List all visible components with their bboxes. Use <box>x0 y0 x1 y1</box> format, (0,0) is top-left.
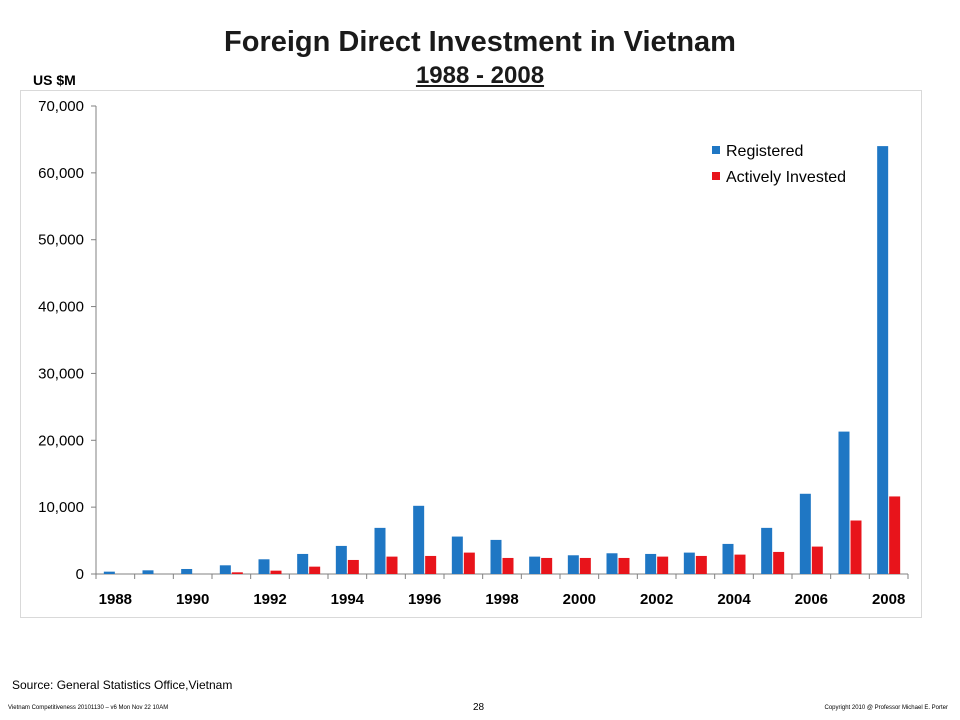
bar-registered <box>258 559 270 574</box>
bar-registered <box>413 505 425 574</box>
bar-actively-invested <box>347 559 359 574</box>
x-tick-label: 1994 <box>331 591 365 608</box>
bar-registered <box>374 527 386 574</box>
footer-copyright: Copyright 2010 @ Professor Michael E. Po… <box>824 705 948 711</box>
bar-actively-invested <box>386 556 398 574</box>
source-note: Source: General Statistics Office,Vietna… <box>12 678 233 692</box>
bar-registered <box>103 571 115 574</box>
y-tick-label: 30,000 <box>38 365 84 382</box>
bar-registered <box>219 565 231 574</box>
y-tick-label: 60,000 <box>38 165 84 182</box>
bar-registered <box>761 527 773 574</box>
y-tick-label: 50,000 <box>38 232 84 249</box>
bar-registered <box>799 493 811 574</box>
bar-registered <box>490 539 502 574</box>
bar-actively-invested <box>657 556 669 574</box>
bar-actively-invested <box>889 496 901 574</box>
chart-title: Foreign Direct Investment in Vietnam <box>224 26 736 58</box>
x-tick-label: 2006 <box>795 591 828 608</box>
page-number: 28 <box>473 702 485 713</box>
bar-registered <box>297 553 309 574</box>
y-axis-units: US $M <box>33 72 76 88</box>
legend-label: Actively Invested <box>726 169 846 186</box>
legend-marker <box>712 146 720 154</box>
bar-actively-invested <box>773 551 785 574</box>
legend-label: Registered <box>726 143 803 160</box>
y-tick-label: 70,000 <box>38 98 84 115</box>
x-tick-label: 2002 <box>640 591 673 608</box>
bar-actively-invested <box>695 555 707 574</box>
bar-actively-invested <box>541 557 553 574</box>
bar-actively-invested <box>734 554 746 574</box>
y-tick-label: 10,000 <box>38 499 84 516</box>
chart-subtitle: 1988 - 2008 <box>415 62 545 89</box>
bar-actively-invested <box>231 572 243 574</box>
bar-actively-invested <box>850 520 862 574</box>
bar-actively-invested <box>811 546 823 574</box>
x-tick-label: 2008 <box>872 591 905 608</box>
x-tick-label: 2004 <box>717 591 751 608</box>
bar-registered <box>645 553 657 574</box>
y-tick-label: 0 <box>76 566 84 583</box>
bar-registered <box>683 552 695 574</box>
bar-registered <box>181 568 193 574</box>
bar-registered <box>877 146 889 574</box>
bar-registered <box>722 543 734 574</box>
bar-actively-invested <box>463 552 475 574</box>
bar-registered <box>838 431 850 574</box>
bar-actively-invested <box>579 557 591 574</box>
x-tick-label: 1990 <box>176 591 209 608</box>
bar-registered <box>451 536 463 574</box>
x-tick-label: 1988 <box>99 591 132 608</box>
legend-marker <box>712 172 720 180</box>
bar-registered <box>142 570 154 574</box>
x-tick-label: 2000 <box>563 591 596 608</box>
plot-frame <box>20 90 922 618</box>
y-tick-label: 40,000 <box>38 299 84 316</box>
x-tick-label: 1992 <box>253 591 286 608</box>
footer-document-info: Vietnam Competitiveness 20101130 – v6 Mo… <box>8 705 169 711</box>
bar-actively-invested <box>618 557 630 574</box>
bar-actively-invested <box>309 566 321 574</box>
x-tick-label: 1998 <box>485 591 518 608</box>
bar-registered <box>335 545 347 574</box>
bar-registered <box>529 556 541 574</box>
bar-actively-invested <box>425 555 437 574</box>
bar-actively-invested <box>502 557 514 574</box>
bar-registered <box>567 555 579 574</box>
bar-actively-invested <box>270 570 282 574</box>
y-tick-label: 20,000 <box>38 432 84 449</box>
x-tick-label: 1996 <box>408 591 441 608</box>
bar-registered <box>606 553 618 574</box>
